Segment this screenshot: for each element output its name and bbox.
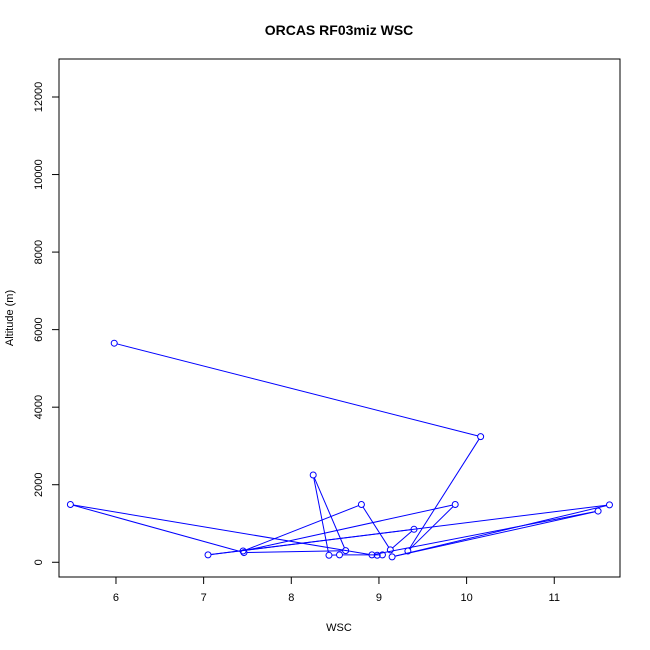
x-tick-label: 7 — [201, 592, 207, 604]
x-tick-label: 9 — [376, 592, 382, 604]
y-tick-label: 6000 — [33, 317, 45, 341]
series-line-segment — [409, 506, 454, 550]
plot-frame — [58, 58, 621, 578]
chart-title: ORCAS RF03miz WSC — [265, 22, 414, 38]
data-point — [388, 553, 396, 561]
x-tick-label: 6 — [113, 592, 119, 604]
y-tick-label: 12000 — [33, 82, 45, 113]
series-line-segment — [73, 504, 242, 553]
data-point — [605, 501, 613, 509]
x-axis: 6 7 8 9 10 11 — [113, 577, 560, 604]
x-tick-label: 10 — [460, 592, 472, 604]
data-point — [66, 500, 74, 508]
series-line-segment — [245, 504, 453, 551]
x-axis-label: WSC — [326, 622, 352, 634]
x-tick-label: 8 — [288, 592, 294, 604]
x-tick-label: 11 — [549, 592, 560, 604]
data-point — [477, 433, 485, 441]
data-point — [309, 471, 317, 479]
series-points — [66, 339, 613, 561]
series-line-segment — [392, 530, 413, 549]
y-tick-label: 0 — [33, 559, 45, 565]
series-line-segment — [117, 343, 478, 437]
series-line-segment — [246, 550, 343, 554]
series-line-segment — [374, 511, 596, 555]
series-line-segment — [73, 504, 370, 555]
series-line-segment — [245, 505, 359, 551]
series-lines — [73, 343, 607, 557]
series-line-segment — [394, 505, 607, 557]
data-point — [594, 507, 602, 515]
data-point — [451, 500, 459, 508]
data-point — [386, 546, 394, 554]
data-point — [357, 500, 365, 508]
y-tick-label: 4000 — [33, 395, 45, 419]
data-point — [378, 551, 386, 559]
y-tick-label: 10000 — [33, 159, 45, 190]
series-line-segment — [394, 511, 596, 557]
series-line-segment — [210, 504, 607, 556]
series-line-segment — [313, 477, 329, 553]
series-line-segment — [362, 506, 390, 548]
data-point — [240, 549, 248, 557]
data-point — [204, 551, 212, 559]
data-point — [410, 525, 418, 533]
y-tick-label: 8000 — [33, 240, 45, 264]
data-point — [404, 547, 412, 555]
data-point — [325, 551, 333, 559]
y-tick-label: 2000 — [33, 472, 45, 496]
series-line-segment — [409, 438, 480, 549]
data-point — [336, 551, 343, 559]
series-line-segment — [313, 477, 345, 549]
y-axis: 0 2000 4000 6000 8000 10000 12000 — [33, 82, 59, 565]
data-point — [368, 551, 376, 559]
data-point — [110, 339, 118, 347]
y-axis-label: Altitude (m) — [4, 290, 16, 346]
data-point — [373, 551, 381, 559]
data-point — [342, 547, 350, 555]
data-point — [239, 547, 247, 555]
